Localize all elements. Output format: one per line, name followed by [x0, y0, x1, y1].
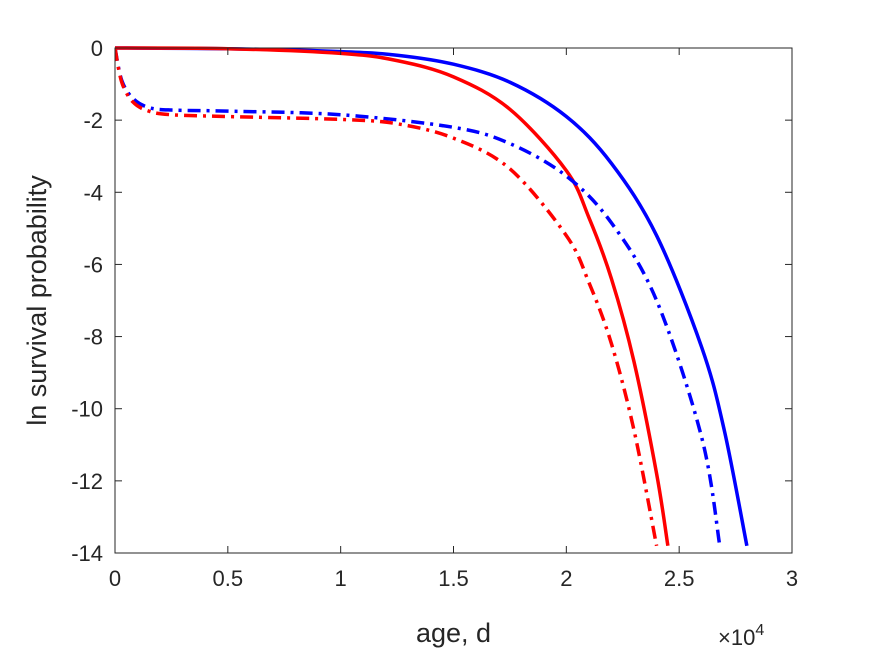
- x-axis-exponent-base: ×10: [718, 625, 755, 650]
- x-axis-exponent-label: ×104: [718, 622, 764, 650]
- series-line-3: [115, 47, 722, 547]
- y-tick-label: -10: [71, 397, 103, 422]
- x-tick-label: 2: [560, 566, 572, 591]
- y-tick-label: -12: [71, 469, 103, 494]
- x-tick-label: 0.5: [213, 566, 244, 591]
- series-line-2: [115, 46, 670, 547]
- series-line-4: [115, 47, 659, 547]
- x-tick-label: 0: [109, 566, 121, 591]
- y-tick-label: -14: [71, 541, 103, 566]
- y-tick-label: -6: [83, 252, 103, 277]
- y-tick-label: -4: [83, 180, 103, 205]
- y-tick-label: 0: [91, 36, 103, 61]
- x-tick-label: 2.5: [664, 566, 695, 591]
- x-tick-label: 1: [335, 566, 347, 591]
- y-tick-label: -8: [83, 325, 103, 350]
- x-tick-label: 1.5: [438, 566, 469, 591]
- y-tick-label: -2: [83, 108, 103, 133]
- x-axis-label: age, d: [416, 618, 491, 648]
- tick-layer: 0 0.5 1 1.5 2 2.5 3 0 -2 -4 -6 -8 -10 -12 -14: [71, 36, 798, 591]
- y-axis-label: ln survival probability: [22, 175, 52, 426]
- series-layer: [115, 46, 749, 547]
- x-axis-exponent-power: 4: [755, 622, 764, 639]
- x-tick-label: 3: [786, 566, 798, 591]
